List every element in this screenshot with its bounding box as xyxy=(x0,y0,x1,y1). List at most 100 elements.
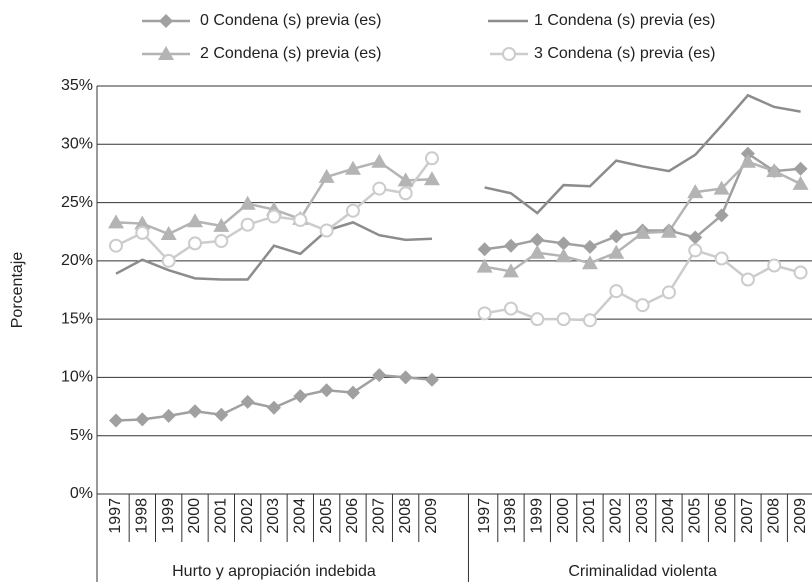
legend-label: 3 Condena (s) previa (es) xyxy=(534,45,715,62)
data-point xyxy=(424,151,439,166)
data-point xyxy=(397,172,414,187)
legend-marker xyxy=(502,47,516,61)
data-point xyxy=(766,163,783,178)
data-point xyxy=(187,404,202,419)
data-point xyxy=(581,255,598,270)
data-point xyxy=(793,265,808,280)
data-point xyxy=(240,394,255,409)
data-point xyxy=(108,214,124,229)
y-tick-label: 25% xyxy=(61,194,93,211)
x-tick-label: 2004 xyxy=(660,498,677,534)
data-point xyxy=(477,242,492,257)
data-point xyxy=(582,313,597,328)
data-point xyxy=(555,248,572,263)
data-point xyxy=(371,153,388,168)
data-point xyxy=(740,146,755,161)
data-point xyxy=(608,244,625,259)
data-point xyxy=(214,234,229,249)
data-point xyxy=(161,408,176,423)
y-tick-label: 35% xyxy=(61,77,93,94)
data-point xyxy=(134,215,151,230)
data-point xyxy=(503,301,518,316)
group-label: Hurto y apropiación indebida xyxy=(172,563,376,580)
data-point xyxy=(503,238,518,253)
data-point xyxy=(161,253,176,268)
data-point xyxy=(530,232,545,247)
data-point xyxy=(109,413,123,428)
data-point xyxy=(687,184,704,199)
y-tick-label: 30% xyxy=(61,136,93,153)
y-tick-label: 0% xyxy=(70,485,93,502)
data-point xyxy=(398,370,413,385)
data-point xyxy=(635,298,650,313)
group-label: Criminalidad violenta xyxy=(568,563,717,580)
data-point xyxy=(793,161,808,176)
data-point xyxy=(135,225,150,240)
y-axis-label: Porcentaje xyxy=(9,252,26,329)
data-point xyxy=(502,263,519,278)
data-point xyxy=(318,168,335,183)
series-line xyxy=(115,93,801,281)
data-point xyxy=(714,208,729,223)
data-point xyxy=(345,203,360,218)
data-point xyxy=(135,412,150,427)
x-tick-label: 2002 xyxy=(239,498,256,534)
data-point xyxy=(214,407,229,422)
data-point xyxy=(530,312,545,327)
data-point xyxy=(239,195,256,210)
data-point xyxy=(688,243,703,258)
legend-label: 1 Condena (s) previa (es) xyxy=(534,12,715,29)
data-point xyxy=(556,236,571,251)
data-point xyxy=(529,244,546,259)
x-tick-label: 2008 xyxy=(397,498,414,534)
data-point xyxy=(345,385,360,400)
y-tick-label: 15% xyxy=(61,310,93,327)
data-point xyxy=(660,223,677,238)
x-tick-label: 1998 xyxy=(134,498,151,534)
x-tick-label: 2003 xyxy=(634,498,651,534)
data-point xyxy=(213,217,230,232)
data-point xyxy=(293,213,308,228)
y-tick-label: 20% xyxy=(61,252,93,269)
data-point xyxy=(556,312,571,327)
x-tick-label: 2007 xyxy=(739,498,756,534)
data-point xyxy=(266,209,281,224)
data-point xyxy=(240,217,255,232)
data-point xyxy=(293,389,308,404)
x-tick-label: 1998 xyxy=(502,498,519,534)
data-point xyxy=(372,181,387,196)
data-point xyxy=(319,383,334,398)
x-tick-label: 2006 xyxy=(344,498,361,534)
data-point xyxy=(372,368,387,383)
x-tick-label: 1997 xyxy=(476,498,493,534)
x-tick-label: 2001 xyxy=(581,498,598,534)
x-tick-label: 1999 xyxy=(528,498,545,534)
legend-label: 0 Condena (s) previa (es) xyxy=(200,12,381,29)
legend-marker xyxy=(159,14,173,28)
x-tick-label: 2003 xyxy=(265,498,282,534)
data-point xyxy=(609,284,624,299)
data-point xyxy=(319,223,334,238)
data-point xyxy=(477,306,492,321)
data-point xyxy=(661,285,676,300)
data-point xyxy=(688,230,703,245)
data-point xyxy=(398,186,413,201)
data-point xyxy=(582,239,597,254)
x-tick-label: 2005 xyxy=(686,498,703,534)
data-point xyxy=(476,258,493,273)
data-point xyxy=(344,160,361,175)
data-point xyxy=(792,175,809,190)
x-tick-label: 2009 xyxy=(423,498,440,534)
x-tick-label: 2006 xyxy=(713,498,730,534)
data-point xyxy=(714,251,729,266)
data-point xyxy=(739,153,756,168)
data-point xyxy=(187,236,202,251)
data-point xyxy=(424,372,439,387)
x-tick-label: 1999 xyxy=(160,498,177,534)
legend-marker xyxy=(158,46,174,60)
legend-label: 2 Condena (s) previa (es) xyxy=(200,45,381,62)
data-point xyxy=(186,213,203,228)
x-tick-label: 2002 xyxy=(607,498,624,534)
